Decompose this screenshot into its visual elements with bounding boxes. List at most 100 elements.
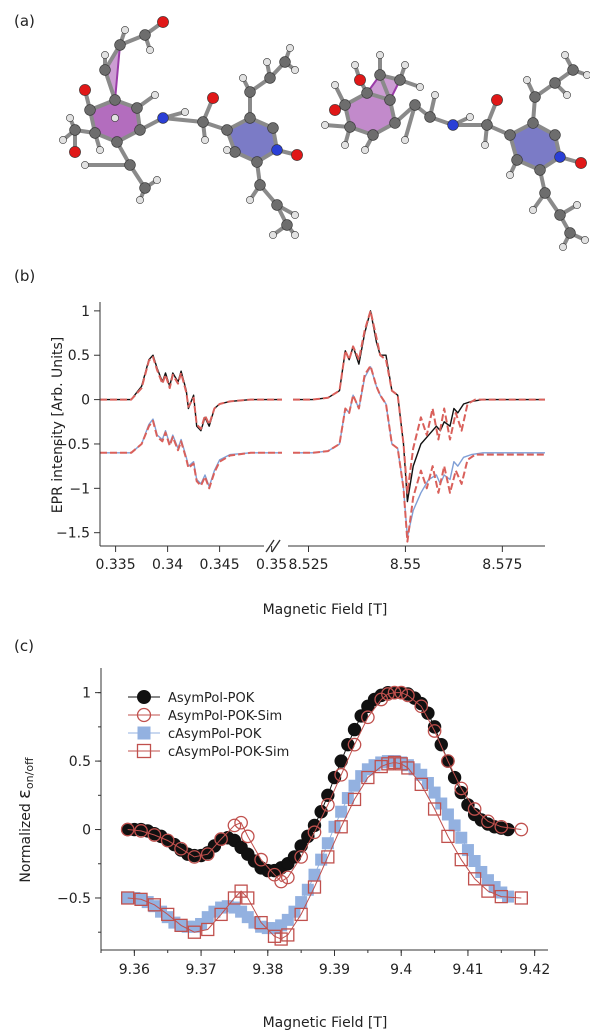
epr-series-lines [100,309,545,543]
carbon-atom [99,64,111,76]
data-point [347,722,362,737]
data-point [160,833,175,848]
epr-x-tick-label: 8.575 [482,557,522,573]
molecule-left [59,16,303,239]
epr-x-tick-label: 0.34 [152,557,183,573]
carbon-atom [534,164,546,176]
data-point [414,699,429,714]
oxygen-atom [491,94,503,106]
hydrogen-atom [321,121,329,129]
data-point [494,889,508,904]
hydrogen-atom [506,171,514,179]
epr-y-tick-label: −1.5 [56,526,90,542]
enhancement-x-tick-label: 9.38 [252,962,283,978]
carbon-atom [384,94,396,106]
oxygen-atom [329,104,341,116]
data-point [441,829,455,844]
data-point [280,870,295,885]
data-point [387,755,402,770]
data-point [307,825,322,840]
data-point [294,850,308,864]
hydrogen-atom [269,231,277,239]
carbon-atom [539,187,551,199]
data-point [427,720,442,734]
carbon-atom [567,64,579,76]
enhancement-x-tick-label: 9.4 [390,962,412,978]
carbon-atom [409,99,421,111]
carbon-atom [424,111,436,123]
epr-x-tick-label: 0.345 [200,557,240,573]
carbon-atom [389,117,401,129]
enhancement-y-axis-label: Normalized εon/off [14,757,36,883]
data-point [281,928,295,942]
data-point [234,884,248,898]
carbon-atom [367,129,379,141]
data-point [454,853,468,867]
oxygen-atom [354,74,366,86]
bond [403,103,417,142]
oxygen-atom [157,16,169,28]
hydrogen-atom [201,136,209,144]
hydrogen-atom [151,91,159,99]
y-label-symbol: ε [14,789,35,799]
data-point [441,754,455,768]
enhancement-x-tick-label: 9.39 [319,962,350,978]
oxygen-atom [575,157,587,169]
hydrogen-atom [59,136,67,144]
data-point [147,898,162,912]
carbon-atom [254,179,266,191]
data-point [240,829,255,844]
data-point [421,776,434,789]
data-point [187,925,202,939]
y-label-subscript: on/off [23,757,36,789]
carbon-atom [279,56,291,68]
data-point [254,915,268,930]
data-point [441,808,454,821]
data-point [134,824,148,838]
carbon-atom [244,86,256,98]
carbon-atom [221,124,233,136]
hydrogen-atom [291,231,299,239]
data-point [414,777,428,792]
data-point [467,802,482,816]
epr-series-asympol-pok-sim-high [293,309,545,494]
enhancement-profile-chart: 1 0.5 0 −0.5 9.36 9.37 9.38 9.39 9.4 9.41 9.42 Asy… [14,668,550,1031]
data-point [314,805,328,819]
enhancement-y-tick-label: 0.5 [69,754,91,770]
carbon-atom [394,74,406,86]
data-point [267,929,282,943]
hydrogen-atom [136,196,144,204]
data-point [274,874,288,889]
carbon-atom [511,154,523,166]
data-point [174,918,188,933]
nitrogen-atom [271,144,283,156]
data-point [501,822,515,837]
data-point [308,868,321,881]
hydrogen-atom [146,46,154,54]
data-point [334,820,348,834]
data-point [394,685,409,700]
nitrogen-atom [447,119,459,131]
data-point [394,757,408,771]
legend-marker [137,690,151,704]
hydrogen-atom [529,206,537,214]
data-point [321,850,335,864]
data-point [381,757,395,771]
data-point [187,850,202,864]
data-point [381,687,395,701]
data-point [454,781,469,796]
data-point [294,907,308,922]
carbon-atom [549,77,561,89]
carbon-atom [114,39,126,51]
data-point [401,688,415,703]
hydrogen-atom [481,141,489,149]
oxygen-atom [79,84,91,96]
oxygen-atom [207,92,219,104]
hydrogen-atom [66,114,74,122]
enhancement-y-tick-label: −0.5 [57,891,91,907]
epr-y-tick-label: 1 [81,304,90,320]
enhancement-x-axis-label: Magnetic Field [T] [263,1015,388,1031]
data-point [421,706,435,720]
hydrogen-atom [101,51,109,59]
carbon-atom [139,182,151,194]
